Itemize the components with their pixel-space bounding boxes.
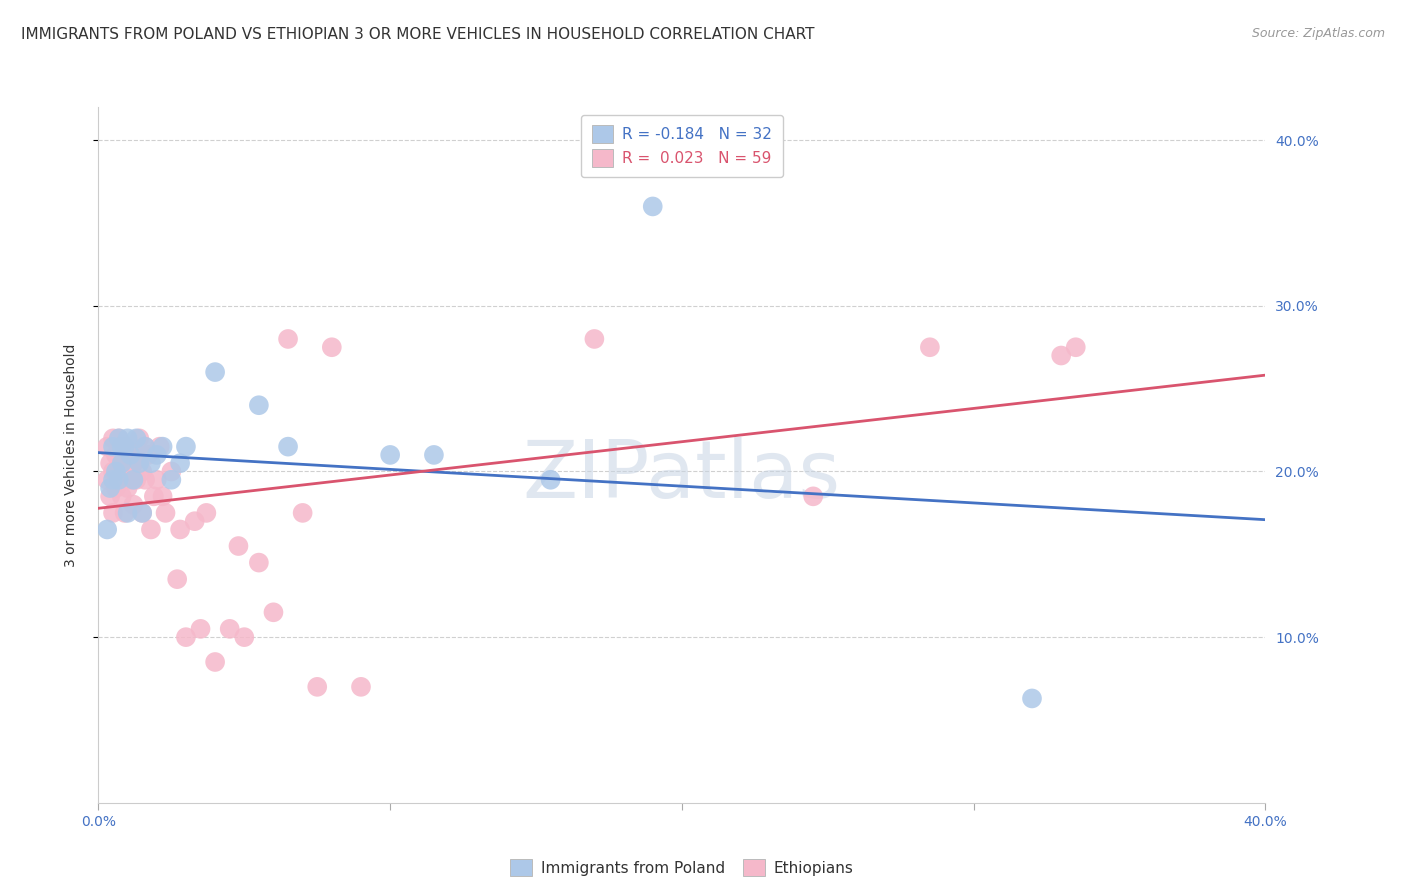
Point [160,473,183,487]
Point [101,473,124,487]
Point [183,514,205,528]
Point [247,398,270,412]
Point [190,622,212,636]
Text: IMMIGRANTS FROM POLAND VS ETHIOPIAN 3 OR MORE VEHICLES IN HOUSEHOLD CORRELATION : IMMIGRANTS FROM POLAND VS ETHIOPIAN 3 OR… [21,27,814,42]
Point [128,456,150,470]
Point [117,465,139,479]
Point [125,431,148,445]
Point [1021,691,1043,706]
Point [307,680,329,694]
Point [108,431,131,445]
Point [801,489,824,503]
Point [139,456,162,470]
Point [155,506,177,520]
Point [134,440,156,454]
Point [98,489,121,503]
Point [96,523,118,537]
Y-axis label: 3 or more Vehicles in Household: 3 or more Vehicles in Household [63,343,77,566]
Point [152,489,174,503]
Point [96,440,118,454]
Point [262,605,284,619]
Point [96,473,118,487]
Point [233,630,256,644]
Point [120,473,142,487]
Point [125,448,148,462]
Text: Source: ZipAtlas.com: Source: ZipAtlas.com [1251,27,1385,40]
Point [146,448,169,462]
Point [174,630,197,644]
Point [134,473,156,487]
Point [98,481,121,495]
Point [1050,349,1073,363]
Point [583,332,606,346]
Point [117,431,139,445]
Point [111,489,134,503]
Point [120,448,142,462]
Point [169,523,191,537]
Text: ZIPatlas: ZIPatlas [523,437,841,515]
Point [111,456,134,470]
Point [174,440,197,454]
Point [114,506,136,520]
Point [104,481,127,495]
Point [321,340,343,354]
Point [111,440,134,454]
Point [146,473,169,487]
Point [134,440,156,454]
Point [120,440,142,454]
Point [195,506,218,520]
Point [149,440,172,454]
Point [136,448,159,462]
Point [108,473,131,487]
Point [104,465,127,479]
Point [114,440,136,454]
Point [128,431,150,445]
Point [125,473,148,487]
Point [277,440,299,454]
Point [160,465,183,479]
Point [117,481,139,495]
Point [101,431,124,445]
Point [423,448,446,462]
Point [131,506,153,520]
Point [117,506,139,520]
Point [218,622,240,636]
Point [204,365,226,379]
Point [117,440,139,454]
Point [114,465,136,479]
Point [378,448,402,462]
Point [101,506,124,520]
Point [122,456,145,470]
Point [291,506,314,520]
Point [108,431,131,445]
Point [111,456,134,470]
Point [122,473,145,487]
Point [131,506,153,520]
Point [204,655,226,669]
Point [540,473,562,487]
Point [142,489,165,503]
Point [1064,340,1087,354]
Point [166,572,188,586]
Point [98,456,121,470]
Point [104,448,127,462]
Point [228,539,250,553]
Point [139,523,162,537]
Point [247,556,270,570]
Point [131,465,153,479]
Point [101,440,124,454]
Point [641,199,664,213]
Point [277,332,299,346]
Point [918,340,941,354]
Point [350,680,373,694]
Point [169,456,191,470]
Point [122,498,145,512]
Legend: Immigrants from Poland, Ethiopians: Immigrants from Poland, Ethiopians [501,850,863,886]
Point [108,473,131,487]
Point [101,465,124,479]
Point [152,440,174,454]
